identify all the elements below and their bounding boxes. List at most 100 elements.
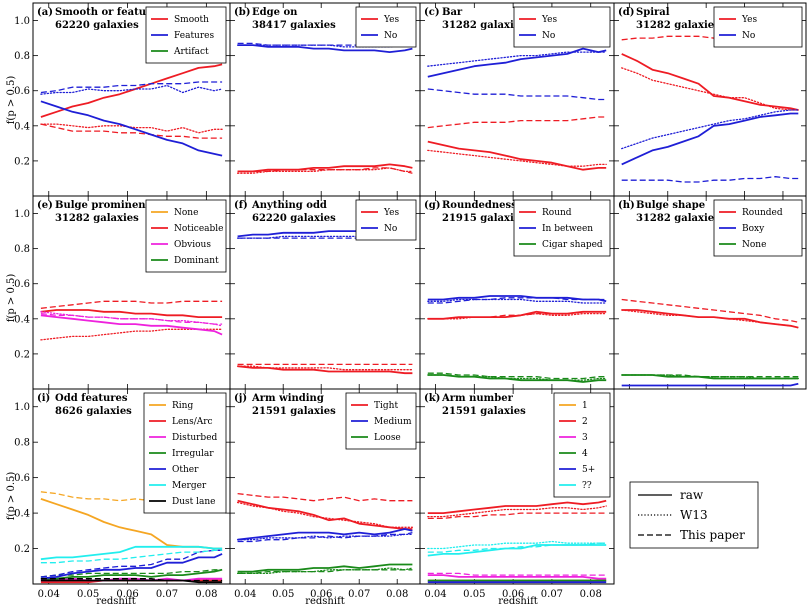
series-tight-this-paper-line xyxy=(237,492,413,502)
series-no-raw-line xyxy=(621,112,799,166)
panel-title-text: Bulge shape xyxy=(636,200,705,211)
series-3-this-paper-line xyxy=(427,572,607,576)
series-noticeable-raw-line xyxy=(40,309,223,319)
legend-label: Disturbed xyxy=(172,433,218,443)
panel-subtitle: 31282 galaxies xyxy=(55,213,139,224)
y-tick-label: 0.4 xyxy=(14,121,30,132)
panel-title: (i) xyxy=(37,393,50,404)
series-other-this-paper-line xyxy=(40,549,223,578)
legend-label: Artifact xyxy=(173,47,209,57)
panel-subtitle: 31282 galaxies xyxy=(636,213,720,224)
panel-f: (f) Anything odd 62220 galaxies Yes No xyxy=(229,195,421,390)
panel-title: (e) xyxy=(37,200,53,211)
x-tick-label: 0.08 xyxy=(580,589,602,600)
panel-k: 0.04 0.05 0.06 0.07 0.08 (k) Arm number 21591 g… xyxy=(419,388,615,600)
panel-title: (h) xyxy=(618,200,635,211)
series-yes-this-paper-line xyxy=(237,167,413,174)
series-noticeable-w13-line xyxy=(40,328,223,341)
y-tick-label: 0.6 xyxy=(14,86,30,97)
panel-subtitle: 31282 galaxies xyxy=(442,20,526,31)
series-features-this-paper-line xyxy=(40,81,223,94)
y-tick-label: 0.6 xyxy=(14,279,30,290)
legend-label: Ring xyxy=(172,401,193,411)
panel-e: 0.2 0.4 0.6 0.8 1.0 (e) Bulge prominence 31282 … xyxy=(14,195,231,390)
series-rounded-this-paper-line xyxy=(621,298,799,323)
series-tight-w13-line xyxy=(236,501,414,528)
panel-title-text: Arm number xyxy=(441,393,514,404)
x-tick-label: 0.05 xyxy=(463,589,485,600)
x-axis-label-k: redshift xyxy=(498,596,538,607)
y-tick-label: 0.8 xyxy=(14,51,30,62)
legend-label: ?? xyxy=(582,481,592,491)
series-round-this-paper-line xyxy=(427,311,607,320)
series-no-this-paper-line xyxy=(621,176,799,183)
x-tick-label: 0.08 xyxy=(195,589,217,600)
y-axis-label-middle: f(p > 0.5) xyxy=(6,274,17,323)
series-other-raw-line xyxy=(40,553,223,580)
panel-c: (c) Bar 31282 galaxies Yes No xyxy=(419,2,615,197)
series-no-raw-line xyxy=(427,47,607,78)
legend-label: No xyxy=(384,224,397,234)
x-tick-label: 0.06 xyxy=(502,589,524,600)
x-tick-label: 0.06 xyxy=(310,589,332,600)
legend-label: In between xyxy=(542,224,593,234)
x-tick-label: 0.04 xyxy=(38,589,60,600)
series-unknown-this-paper-line xyxy=(427,542,607,553)
y-tick-label: 0.6 xyxy=(14,473,30,484)
legend-label: None xyxy=(174,208,198,218)
panel-subtitle: 21591 galaxies xyxy=(442,406,526,417)
panel-title-text: Bulge prominence xyxy=(55,200,158,211)
style-legend-label: This paper xyxy=(680,528,745,542)
y-axis-label-bottom: f(p > 0.5) xyxy=(6,472,17,521)
legend-label: Dust lane xyxy=(172,497,215,507)
series-in-between-w13-line xyxy=(427,298,607,304)
legend-label: Boxy xyxy=(742,224,765,234)
legend-box xyxy=(713,6,803,48)
x-tick-label: 0.05 xyxy=(77,589,99,600)
panel-title-text: Roundedness xyxy=(442,200,517,211)
legend-label: Yes xyxy=(741,15,757,25)
series-obvious-this-paper-line xyxy=(40,312,223,325)
legend-label: Lens/Arc xyxy=(172,417,213,427)
series-unknown-raw-line xyxy=(427,544,607,557)
series-yes-w13-line xyxy=(427,149,607,167)
legend-label: No xyxy=(384,31,397,41)
series-no-w13-line xyxy=(621,109,799,150)
x-tick-label: 0.07 xyxy=(348,589,370,600)
series-2-raw-line xyxy=(427,499,607,514)
panel-title-text: Odd features xyxy=(55,393,128,404)
panel-title: (k) xyxy=(424,393,440,404)
legend-label: Yes xyxy=(383,208,399,218)
series-features-w13-line xyxy=(40,84,223,95)
series-no-w13-line xyxy=(427,51,607,67)
series-2-this-paper-line xyxy=(427,512,607,520)
legend-label: 3 xyxy=(582,433,588,443)
series-cigar-shaped-this-paper-line xyxy=(427,372,607,380)
y-axis-label-top: f(p > 0.5) xyxy=(6,76,17,125)
series-merger-raw-line xyxy=(40,545,223,561)
panel-b: (b) Edge on 38417 galaxies Yes No xyxy=(229,2,421,197)
x-tick-label: 0.06 xyxy=(116,589,138,600)
legend-label: Features xyxy=(174,31,214,41)
legend-label: None xyxy=(742,240,766,250)
panel-subtitle: 21591 galaxies xyxy=(252,406,336,417)
legend-label: Rounded xyxy=(742,208,783,218)
panel-title: (f) xyxy=(234,200,248,211)
series-loose-raw-line xyxy=(237,563,413,573)
legend-label: Tight xyxy=(374,401,398,411)
legend-label: 4 xyxy=(582,449,588,459)
series-yes-w13-line xyxy=(236,365,414,371)
legend-label: Smooth xyxy=(174,15,209,25)
series-cigar-shaped-raw-line xyxy=(427,374,607,383)
panel-frame xyxy=(613,195,807,390)
legend-label: 1 xyxy=(582,401,588,411)
panel-subtitle: 62220 galaxies xyxy=(252,213,336,224)
legend-label: Other xyxy=(172,465,199,475)
panel-subtitle: 62220 galaxies xyxy=(55,20,139,31)
series-2-w13-line xyxy=(427,505,607,518)
x-tick-label: 0.07 xyxy=(156,589,178,600)
y-tick-label: 1.0 xyxy=(14,209,30,220)
panel-g: (g) Roundedness 21915 galaxies Round In betw… xyxy=(419,195,615,390)
legend-label: 5+ xyxy=(582,465,595,475)
panel-title: (c) xyxy=(424,7,440,18)
